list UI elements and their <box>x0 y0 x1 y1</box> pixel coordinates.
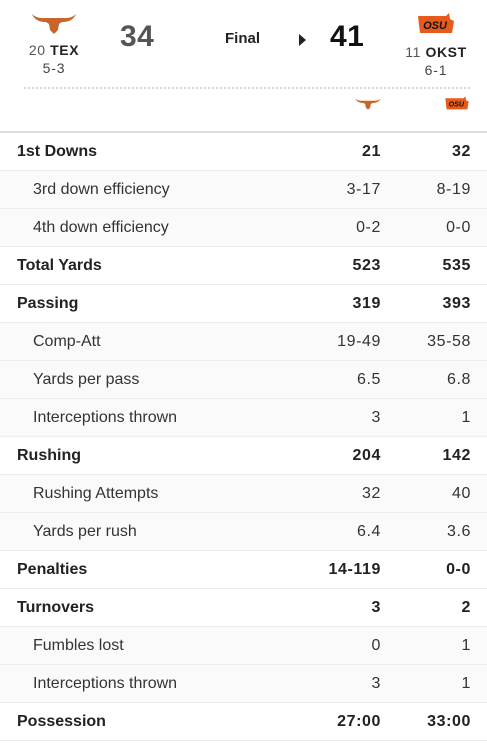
home-stat-value: 1 <box>461 675 471 692</box>
stat-label: Rushing <box>17 447 81 464</box>
away-stat-value: 21 <box>362 143 381 160</box>
home-team[interactable]: OSU 11 OKST 6-1 <box>398 8 474 78</box>
stat-row: Total Yards 523 535 <box>0 247 487 285</box>
stat-label: Turnovers <box>17 599 95 616</box>
stat-label: 4th down efficiency <box>33 219 169 236</box>
away-stat-value: 14-119 <box>328 561 381 578</box>
stat-row: 4th down efficiency 0-2 0-0 <box>0 209 487 247</box>
home-stat-value: 40 <box>452 485 471 502</box>
away-score: 34 <box>120 20 155 53</box>
stat-row: Comp-Att 19-49 35-58 <box>0 323 487 361</box>
away-stat-value: 3 <box>371 409 381 426</box>
stat-row: 3rd down efficiency 3-17 8-19 <box>0 171 487 209</box>
home-stat-value: 8-19 <box>436 181 471 198</box>
scoreboard-header: 20 TEX 5-3 34 Final 41 OSU 11 OKST 6-1 <box>0 0 487 84</box>
stat-row: Yards per rush 6.4 3.6 <box>0 513 487 551</box>
away-team-record: 5-3 <box>42 60 66 76</box>
home-team-name: 11 OKST <box>398 44 474 60</box>
away-team-rank: 20 <box>28 42 46 58</box>
stat-label: 1st Downs <box>17 143 98 160</box>
stat-label: Rushing Attempts <box>33 485 159 502</box>
stat-row: Turnovers 3 2 <box>0 589 487 627</box>
home-stat-value: 3.6 <box>446 523 471 540</box>
stat-row: 1st Downs 21 32 <box>0 133 487 171</box>
stat-label: Interceptions thrown <box>33 675 178 692</box>
home-stat-value: 1 <box>461 637 471 654</box>
longhorn-icon <box>355 96 381 115</box>
stat-row: Interceptions thrown 3 1 <box>0 399 487 437</box>
away-stat-value: 319 <box>352 295 381 312</box>
away-stat-value: 3 <box>371 599 381 616</box>
svg-text:OSU: OSU <box>423 20 448 32</box>
away-stat-value: 27:00 <box>337 713 381 730</box>
stat-row: Possession 27:00 33:00 <box>0 703 487 741</box>
stat-label: Penalties <box>17 561 88 578</box>
home-stat-value: 1 <box>461 409 471 426</box>
stat-row: Penalties 14-119 0-0 <box>0 551 487 589</box>
stat-label: Yards per rush <box>33 523 137 540</box>
away-team-abbr: TEX <box>50 42 80 58</box>
team-stats-table: 1st Downs 21 32 3rd down efficiency 3-17 8-19… <box>0 133 487 741</box>
away-stat-value: 523 <box>352 257 381 274</box>
away-stat-value: 204 <box>352 447 381 464</box>
home-team-abbr: OKST <box>425 44 467 60</box>
stat-row: Rushing 204 142 <box>0 437 487 475</box>
away-stat-value: 0 <box>371 637 381 654</box>
stat-row: Rushing Attempts 32 40 <box>0 475 487 513</box>
longhorn-icon <box>24 6 84 38</box>
home-stat-value: 0-0 <box>446 219 471 236</box>
away-stat-value: 0-2 <box>356 219 381 236</box>
away-stat-value: 6.4 <box>356 523 381 540</box>
stat-label: Total Yards <box>17 257 102 274</box>
home-stat-value: 33:00 <box>427 713 471 730</box>
home-stat-value: 35-58 <box>427 333 471 350</box>
home-stat-value: 393 <box>442 295 471 312</box>
stat-label: Passing <box>17 295 79 312</box>
game-status: Final <box>225 30 261 47</box>
home-stat-value: 0-0 <box>446 561 471 578</box>
away-stat-value: 3-17 <box>346 181 381 198</box>
header-divider <box>24 87 470 89</box>
stat-row: Yards per pass 6.5 6.8 <box>0 361 487 399</box>
osu-brand-icon: OSU <box>444 96 470 116</box>
away-stat-value: 6.5 <box>356 371 381 388</box>
home-team-record: 6-1 <box>424 62 448 78</box>
svg-text:OSU: OSU <box>449 101 465 109</box>
osu-brand-icon: OSU <box>398 8 474 40</box>
stat-row: Passing 319 393 <box>0 285 487 323</box>
stat-label: Comp-Att <box>33 333 101 350</box>
stat-label: Interceptions thrown <box>33 409 178 426</box>
home-stat-value: 535 <box>442 257 471 274</box>
winner-arrow-icon <box>299 34 306 46</box>
away-stat-value: 3 <box>371 675 381 692</box>
stat-label: Possession <box>17 713 106 730</box>
home-stat-value: 6.8 <box>446 371 471 388</box>
away-team[interactable]: 20 TEX 5-3 <box>24 6 84 76</box>
home-stat-value: 142 <box>442 447 471 464</box>
stat-label: Fumbles lost <box>33 637 124 654</box>
home-team-rank: 11 <box>405 44 421 60</box>
stat-label: Yards per pass <box>33 371 140 388</box>
away-stat-value: 19-49 <box>337 333 381 350</box>
stat-row: Fumbles lost 0 1 <box>0 627 487 665</box>
home-stat-value: 2 <box>461 599 471 616</box>
stat-label: 3rd down efficiency <box>33 181 170 198</box>
away-team-name: 20 TEX <box>24 42 84 58</box>
table-divider <box>0 131 487 133</box>
away-stat-value: 32 <box>362 485 381 502</box>
home-score: 41 <box>330 20 365 53</box>
stat-row: Interceptions thrown 3 1 <box>0 665 487 703</box>
home-stat-value: 32 <box>452 143 471 160</box>
